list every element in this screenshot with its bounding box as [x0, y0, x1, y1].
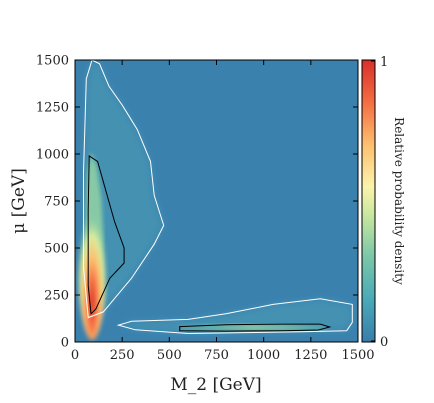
colorbar-label: Relative probability density — [392, 117, 406, 285]
colorbar-max-label: 1 — [380, 55, 388, 70]
contour-layer — [83, 60, 353, 335]
x-axis: 0 250 500 750 1000 1250 1500 — [71, 60, 375, 363]
x-tick-label: 1500 — [341, 348, 374, 363]
x-tick-label: 1000 — [247, 348, 280, 363]
x-tick-label: 1250 — [294, 348, 327, 363]
x-tick-label: 250 — [110, 348, 135, 363]
y-tick-label: 1250 — [36, 101, 69, 116]
x-tick-label: 500 — [157, 348, 182, 363]
y-tick-label: 0 — [61, 336, 69, 351]
x-tick-label: 0 — [71, 348, 79, 363]
y-tick-label: 750 — [44, 195, 69, 210]
y-tick-label: 250 — [44, 289, 69, 304]
x-axis-label: M_2 [GeV] — [170, 375, 261, 395]
y-axis-label: μ [GeV] — [9, 168, 29, 234]
y-tick-label: 1000 — [36, 148, 69, 163]
colorbar-min-label: 0 — [380, 335, 388, 350]
contour-inner-1 — [87, 154, 125, 315]
density-heatmap — [78, 60, 353, 340]
colorbar — [361, 59, 376, 343]
y-tick-label: 1500 — [36, 54, 69, 69]
density-core-2 — [180, 324, 328, 332]
y-axis: 0 250 500 750 1000 1250 1500 — [36, 54, 358, 351]
contour-inner-2 — [179, 323, 332, 332]
contour-outer-1 — [83, 60, 165, 319]
density-peak — [78, 190, 107, 340]
y-tick-label: 500 — [44, 242, 69, 257]
x-tick-label: 750 — [204, 348, 229, 363]
contour-outer-2 — [116, 298, 353, 335]
